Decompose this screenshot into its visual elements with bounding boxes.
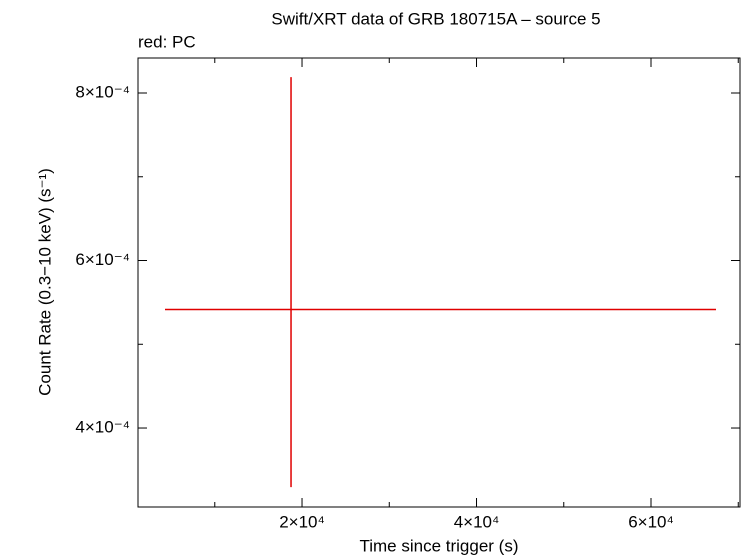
y-tick-label: 8×10⁻⁴ xyxy=(75,82,130,101)
x-tick-label: 4×10⁴ xyxy=(454,512,500,531)
subtitle: red: PC xyxy=(138,32,196,51)
chart-title: Swift/XRT data of GRB 180715A – source 5 xyxy=(271,9,600,28)
y-tick-label: 6×10⁻⁴ xyxy=(75,250,130,269)
y-tick-label: 4×10⁻⁴ xyxy=(75,418,130,437)
plot-frame xyxy=(137,57,741,508)
y-axis-label: Count Rate (0.3−10 keV) (s⁻¹) xyxy=(35,168,54,396)
x-tick-label: 2×10⁴ xyxy=(279,512,325,531)
x-tick-label: 6×10⁴ xyxy=(628,512,674,531)
x-axis-label: Time since trigger (s) xyxy=(359,536,518,555)
